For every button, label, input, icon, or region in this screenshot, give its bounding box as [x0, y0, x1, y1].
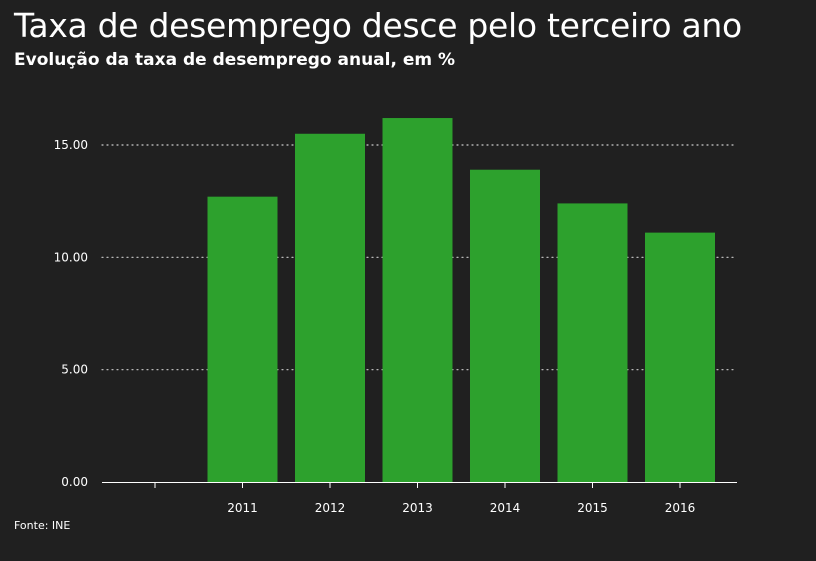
x-tick-label: 2011: [227, 501, 258, 515]
x-tick-label: 2016: [665, 501, 696, 515]
bars: [207, 118, 715, 483]
chart-subtitle: Evolução da taxa de desemprego anual, em…: [14, 50, 456, 70]
chart-title: Taxa de desemprego desce pelo terceiro a…: [14, 6, 742, 45]
x-tick-label: 2012: [315, 501, 346, 515]
x-tick-label: 2013: [402, 501, 433, 515]
x-axis: 2011 2012 2013 2014 2015 2016: [102, 482, 737, 515]
x-tick-label: 2014: [490, 501, 521, 515]
bar: [295, 133, 365, 482]
source-note: Fonte: INE: [14, 519, 71, 532]
bar: [382, 118, 453, 482]
bar: [207, 196, 278, 482]
y-tick-label: 0.00: [61, 475, 88, 489]
bar: [557, 203, 628, 482]
bar: [645, 232, 715, 482]
bar: [470, 169, 540, 483]
y-tick-label: 5.00: [61, 363, 88, 377]
y-tick-label: 15.00: [54, 138, 88, 152]
x-tick-label: 2015: [577, 501, 608, 515]
y-tick-label: 10.00: [54, 250, 88, 264]
